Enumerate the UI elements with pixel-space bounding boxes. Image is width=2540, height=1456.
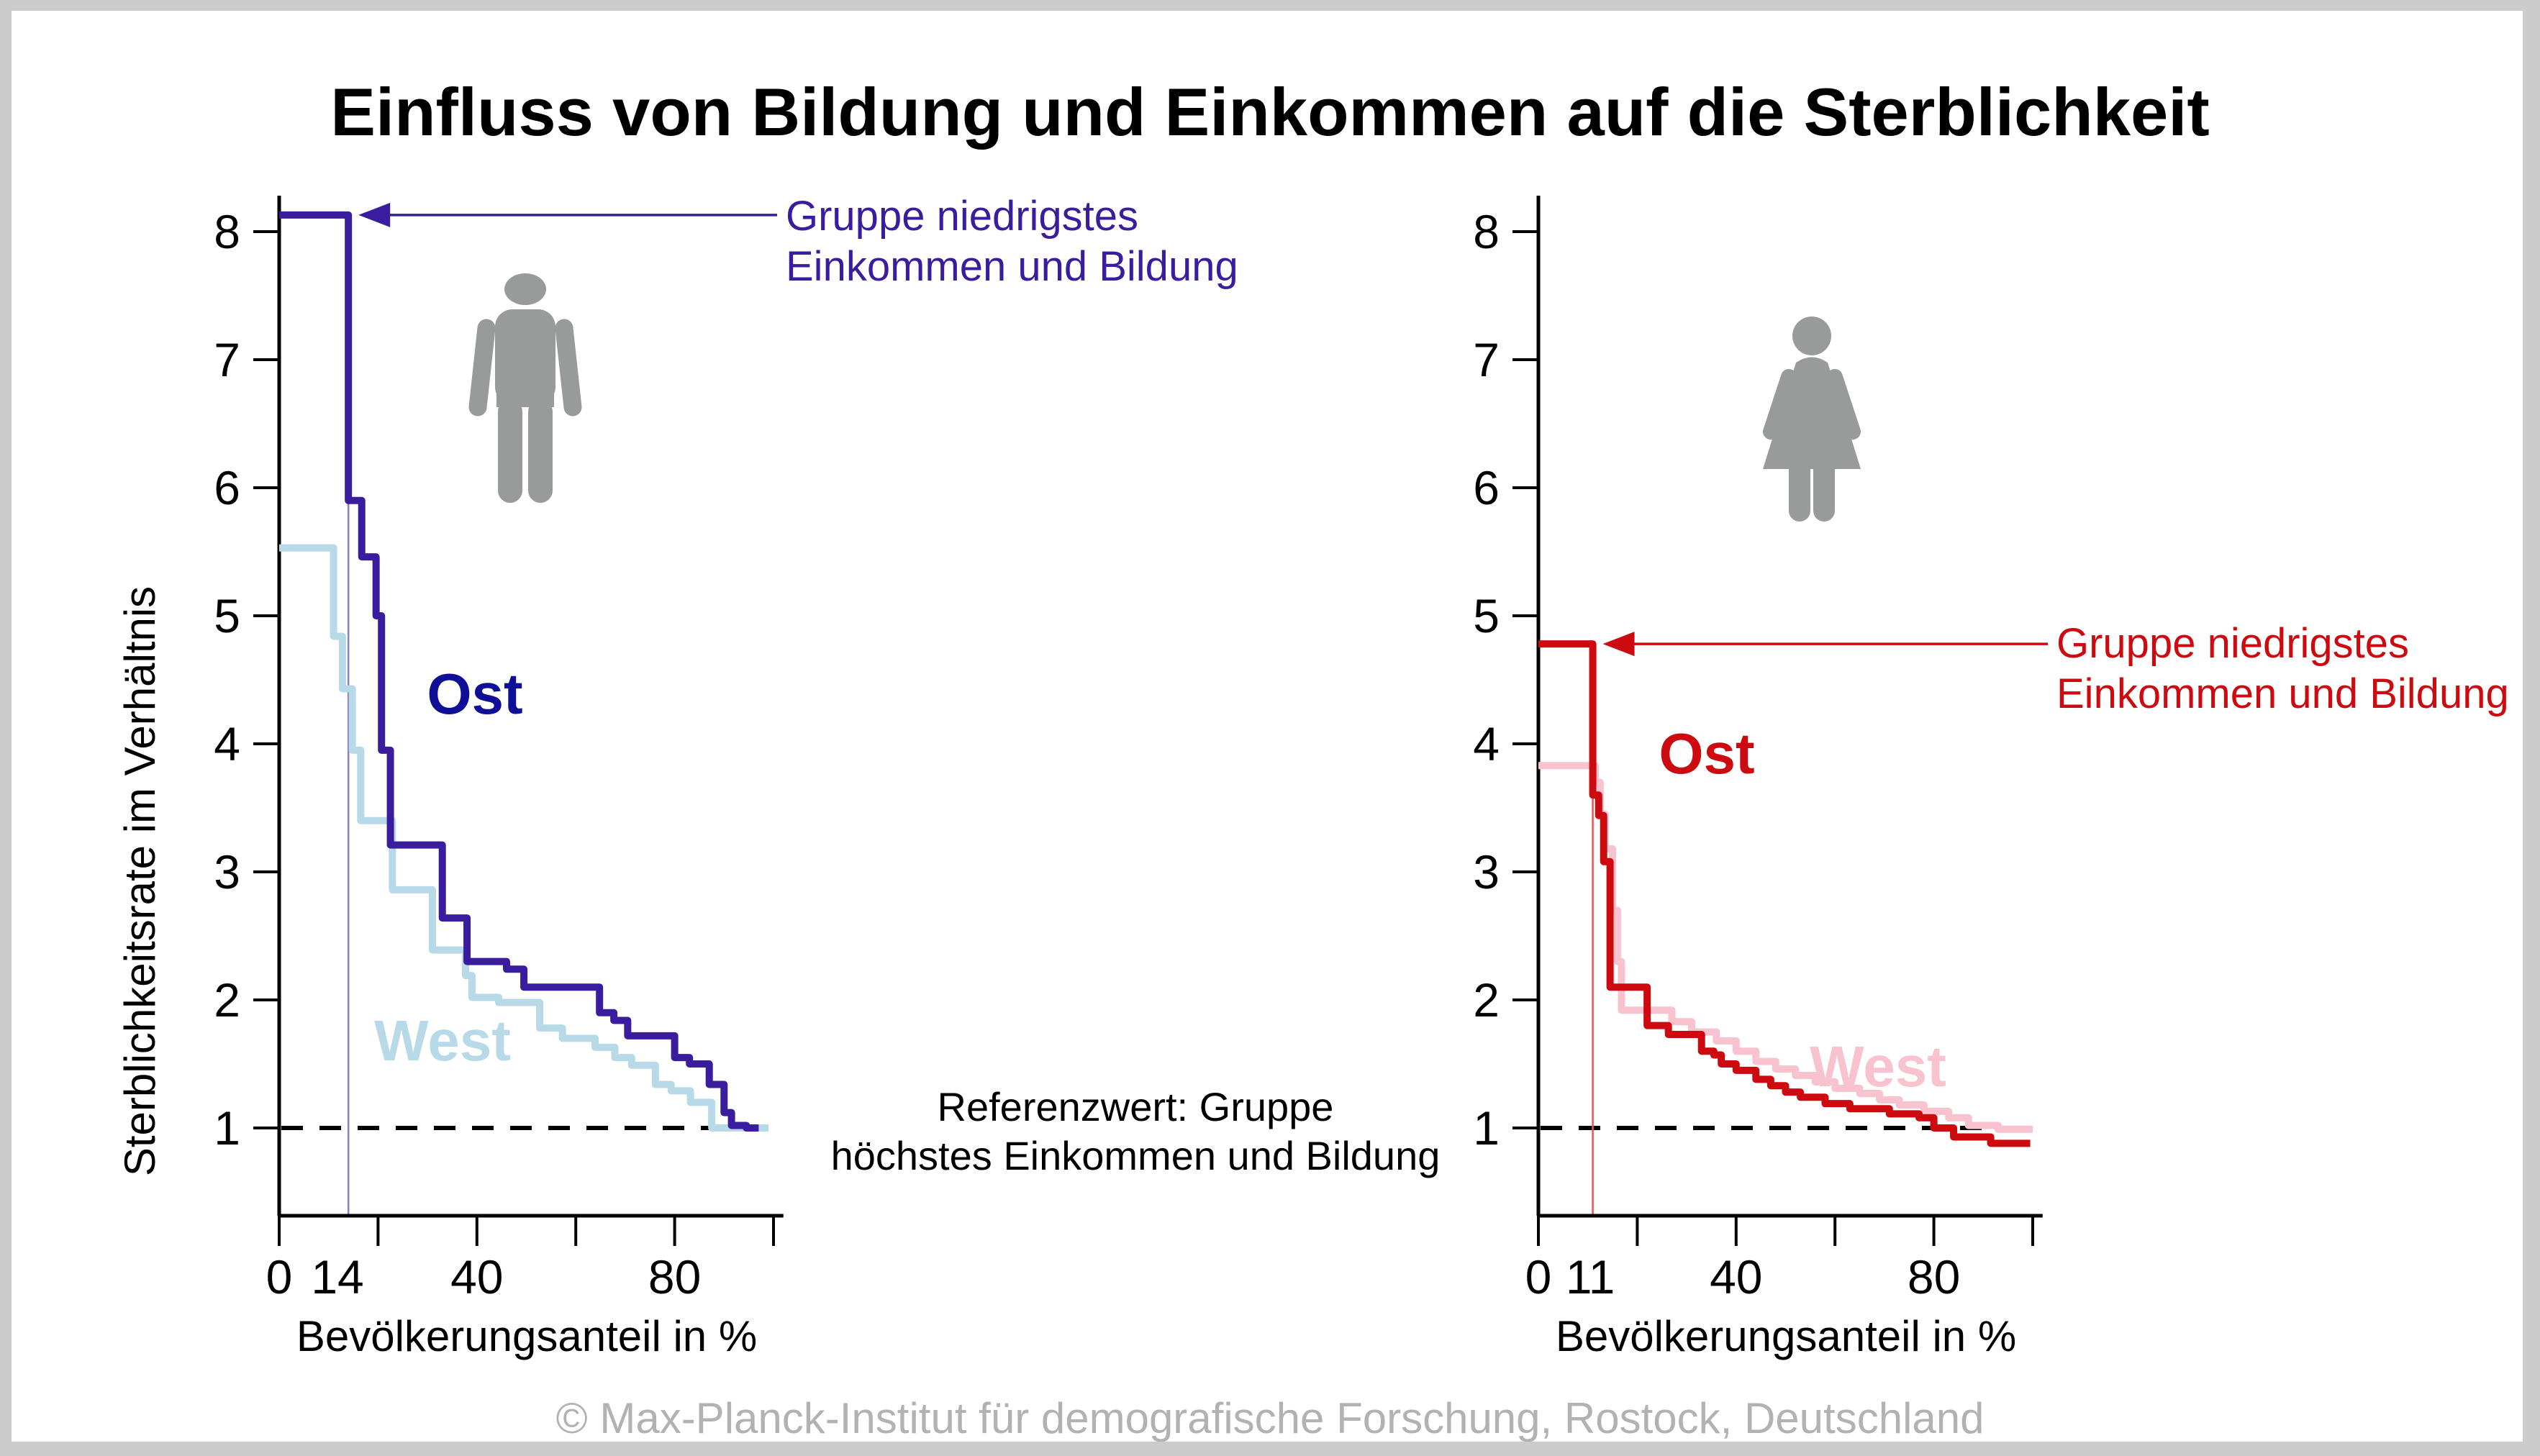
x-special-tick-label: 11 (1566, 1250, 1615, 1303)
footer-credit: © Max-Planck-Institut für demografische … (555, 1394, 1984, 1442)
y-tick-label: 8 (214, 205, 240, 258)
y-axis-title: Sterblichkeitsrate im Verhältnis (116, 586, 164, 1176)
y-tick-label: 6 (1473, 461, 1500, 514)
series-label-ost-men: Ost (427, 662, 522, 726)
annotation-arrowhead (358, 202, 391, 227)
y-tick-label: 4 (214, 717, 240, 770)
male-icon (468, 273, 582, 503)
y-tick-label: 1 (1473, 1101, 1500, 1155)
annotation-men-line1: Gruppe niedrigstes (786, 193, 1138, 240)
y-tick-label: 7 (1473, 333, 1500, 386)
x-tick-label: 40 (1710, 1250, 1762, 1303)
chart-card (12, 11, 2523, 1442)
x-tick-label: 80 (1908, 1250, 1960, 1303)
y-tick-label: 3 (1473, 845, 1500, 898)
y-tick-label: 5 (214, 589, 240, 642)
series-curve-ost (279, 211, 759, 1132)
y-tick-label: 4 (1473, 717, 1500, 770)
reference-note-line1: Referenzwert: Gruppe (938, 1084, 1334, 1129)
x-tick-label: 0 (1525, 1250, 1552, 1303)
y-tick-label: 2 (1473, 973, 1500, 1027)
y-tick-label: 6 (214, 461, 240, 514)
x-axis-title-women: Bevölkerungsanteil in % (1556, 1312, 2016, 1360)
annotation-women-line2: Einkommen und Bildung (2056, 670, 2509, 717)
series-curve-west (279, 544, 769, 1132)
y-tick-label: 1 (214, 1101, 240, 1155)
annotation-women-line1: Gruppe niedrigstes (2056, 620, 2409, 667)
series-curve-ost (1538, 640, 2031, 1147)
series-label-ost-women: Ost (1659, 722, 1754, 786)
reference-note-line2: höchstes Einkommen und Bildung (831, 1133, 1441, 1178)
y-tick-label: 5 (1473, 589, 1500, 642)
x-tick-label: 80 (648, 1250, 701, 1303)
y-tick-label: 8 (1473, 205, 1500, 258)
annotation-men-line2: Einkommen und Bildung (786, 243, 1238, 290)
y-tick-label: 2 (214, 973, 240, 1027)
x-axis-title-men: Bevölkerungsanteil in % (296, 1312, 757, 1360)
y-tick-label: 7 (214, 333, 240, 386)
x-tick-label: 40 (450, 1250, 503, 1303)
page-title: Einfluss von Bildung und Einkommen auf d… (330, 74, 2209, 150)
annotation-arrowhead (1602, 632, 1635, 657)
y-tick-label: 3 (214, 845, 240, 898)
series-label-west-women: West (1810, 1034, 1946, 1098)
x-tick-label: 0 (266, 1250, 293, 1303)
x-special-tick-label: 14 (311, 1250, 363, 1303)
female-icon (1763, 317, 1861, 522)
series-label-west-men: West (374, 1009, 511, 1073)
